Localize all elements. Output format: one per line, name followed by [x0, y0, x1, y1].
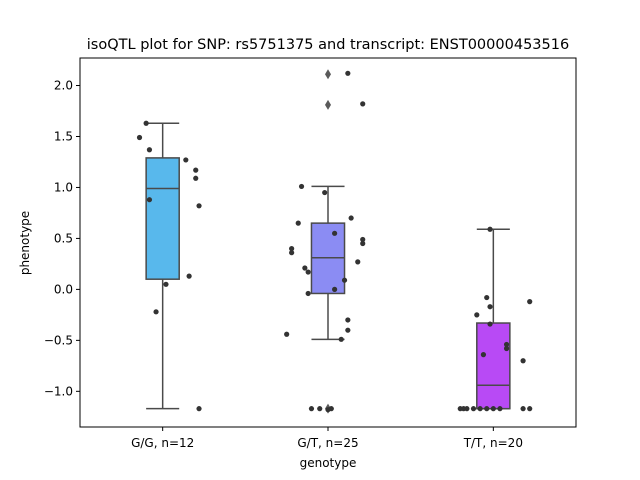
- data-point: [322, 189, 328, 196]
- data-point: [338, 336, 344, 342]
- data-point: [355, 259, 361, 265]
- data-point: [360, 240, 366, 247]
- data-point: [484, 406, 490, 412]
- y-axis-label: phenotype: [18, 211, 32, 275]
- data-point: [136, 134, 143, 141]
- data-point: [490, 406, 496, 412]
- y-axis: −1.0 −0.5 0.0 0.5 1.0 1.5 2.0: [44, 79, 80, 398]
- data-point: [345, 317, 351, 323]
- data-point: [193, 167, 199, 173]
- data-point: [143, 120, 149, 126]
- plot-area: [136, 69, 533, 414]
- y-tick-label: 1.0: [54, 180, 73, 194]
- data-point: [284, 331, 290, 337]
- y-tick-label: −1.0: [44, 384, 73, 398]
- data-point: [302, 265, 308, 271]
- data-point: [196, 406, 202, 412]
- x-tick-label: G/G, n=12: [131, 436, 194, 450]
- data-point: [520, 358, 526, 364]
- data-point: [480, 352, 487, 358]
- data-point: [360, 101, 366, 107]
- chart-title: isoQTL plot for SNP: rs5751375 and trans…: [87, 37, 569, 53]
- y-tick-label: 1.5: [54, 129, 73, 143]
- data-point: [183, 157, 189, 163]
- y-tick-label: −0.5: [44, 333, 73, 347]
- data-point: [298, 183, 305, 190]
- data-point: [289, 246, 295, 252]
- data-point: [146, 147, 153, 153]
- data-point: [193, 175, 199, 181]
- y-tick-label: 0.0: [54, 282, 73, 296]
- data-point: [520, 406, 526, 412]
- y-tick-label: 2.0: [54, 79, 73, 93]
- data-point: [474, 312, 480, 318]
- outlier-marker: [325, 69, 331, 80]
- data-point: [487, 321, 493, 327]
- data-point: [295, 220, 301, 226]
- x-tick-label: T/T, n=20: [463, 436, 523, 450]
- data-point: [345, 327, 351, 333]
- data-point: [332, 230, 338, 236]
- x-tick-label: G/T, n=25: [297, 436, 358, 450]
- data-point: [341, 277, 348, 283]
- data-point: [305, 269, 311, 275]
- data-point: [503, 345, 510, 352]
- data-point: [332, 286, 338, 292]
- outlier-marker: [325, 99, 331, 110]
- y-tick-label: 0.5: [54, 231, 73, 245]
- data-point: [360, 236, 366, 243]
- x-axis-label: genotype: [300, 456, 357, 470]
- data-point: [487, 226, 493, 232]
- data-point: [163, 281, 169, 287]
- data-point: [497, 406, 503, 412]
- data-point: [328, 406, 334, 412]
- box-iqr: [476, 322, 511, 410]
- data-point: [153, 309, 159, 315]
- data-point: [477, 406, 483, 412]
- data-point: [484, 294, 490, 301]
- data-point: [470, 406, 477, 412]
- data-point: [527, 299, 533, 305]
- data-point: [503, 341, 510, 348]
- data-point: [196, 203, 202, 209]
- data-point: [348, 215, 354, 221]
- data-point: [487, 304, 493, 310]
- data-point: [460, 406, 467, 412]
- data-point: [146, 197, 153, 203]
- data-point: [186, 273, 192, 279]
- data-point: [345, 70, 351, 76]
- x-axis: G/G, n=12 G/T, n=25 T/T, n=20: [131, 427, 523, 450]
- data-point: [527, 406, 533, 412]
- data-point: [305, 290, 311, 297]
- box-iqr: [145, 157, 180, 280]
- data-point: [317, 406, 323, 412]
- data-point: [308, 406, 315, 412]
- data-point: [289, 250, 295, 256]
